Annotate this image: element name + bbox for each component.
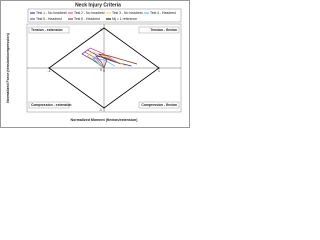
y-tick-label: -1 bbox=[99, 108, 102, 112]
quadrant-box bbox=[28, 26, 70, 34]
series-line bbox=[94, 55, 121, 69]
legend-label: Nij = 1 reference bbox=[112, 17, 137, 21]
quadrant-box bbox=[138, 101, 180, 109]
chart: Neck Injury Criteria Normalized Moment (… bbox=[0, 0, 190, 128]
quadrant-box bbox=[28, 101, 70, 109]
x-tick-label: 1 bbox=[158, 69, 160, 73]
series-line bbox=[92, 57, 116, 69]
x-axis-label: Normalized Moment (flexion/extension) bbox=[71, 118, 139, 122]
series-line bbox=[86, 51, 127, 69]
legend-label: Test 5 - Headrest bbox=[36, 17, 62, 21]
chart-title: Neck Injury Criteria bbox=[75, 2, 121, 8]
x-tick-label: 0 bbox=[103, 69, 105, 73]
quadrant-label: Compression - extension bbox=[31, 103, 72, 107]
page: {"chart_data": {"type": "line", "title":… bbox=[0, 0, 190, 128]
quadrant-label: Tension - extension bbox=[31, 28, 63, 32]
legend-label: Test 4 - Headrest bbox=[150, 11, 176, 15]
quadrant-label: Compression - flexion bbox=[141, 103, 177, 107]
legend bbox=[27, 8, 182, 23]
series-line bbox=[98, 53, 138, 69]
quadrant-box bbox=[138, 26, 180, 34]
series-line bbox=[48, 27, 160, 109]
y-axis-label: Normalized Force (tension/compression) bbox=[6, 32, 10, 102]
legend-label: Test 1 - No headrest bbox=[36, 11, 67, 15]
legend-label: Test 6 - Headrest bbox=[74, 17, 100, 21]
y-tick-label: 0 bbox=[100, 68, 102, 72]
quadrant-label: Tension - flexion bbox=[150, 28, 177, 32]
x-tick-label: -1 bbox=[47, 69, 50, 73]
legend-label: Test 3 - No headrest bbox=[112, 11, 143, 15]
legend-label: Test 2 - No headrest bbox=[74, 11, 105, 15]
